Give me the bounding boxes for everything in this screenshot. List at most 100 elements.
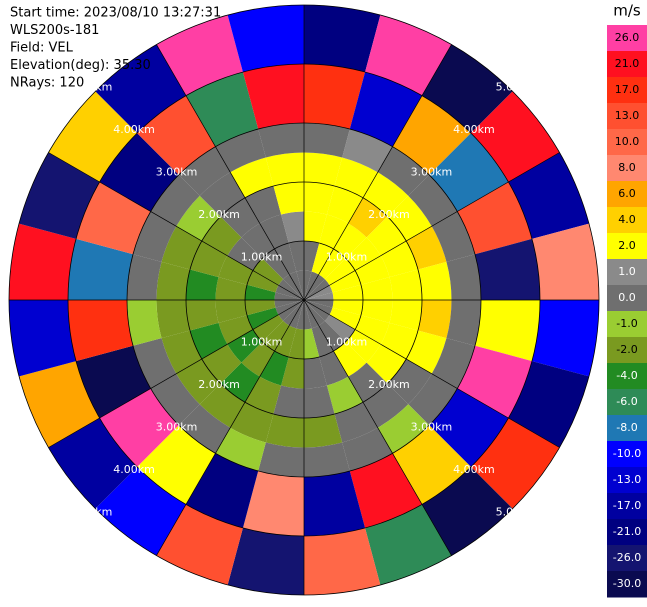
velocity-cell bbox=[76, 345, 151, 418]
ring-label: 3.00km bbox=[156, 420, 198, 433]
colorbar-label: 0.0 bbox=[618, 291, 636, 304]
velocity-cell bbox=[304, 328, 320, 359]
velocity-cell bbox=[389, 300, 422, 331]
velocity-cell bbox=[365, 504, 452, 585]
velocity-cell bbox=[218, 255, 253, 285]
colorbar-band bbox=[607, 337, 647, 364]
velocity-cell bbox=[48, 91, 138, 182]
spoke bbox=[48, 299, 305, 448]
colorbar-label: 1.0 bbox=[618, 265, 636, 278]
velocity-cell bbox=[241, 223, 275, 259]
velocity-cell bbox=[245, 376, 282, 414]
velocity-cell bbox=[176, 195, 221, 241]
velocity-cell bbox=[288, 328, 304, 359]
velocity-cell bbox=[326, 186, 363, 224]
ring-label: 5.00km bbox=[496, 505, 538, 518]
velocity-cell bbox=[296, 300, 304, 330]
velocity-cell bbox=[387, 359, 432, 405]
field bbox=[9, 5, 599, 595]
velocity-cell bbox=[241, 341, 275, 377]
velocity-cell bbox=[127, 300, 162, 346]
velocity-cell bbox=[283, 274, 304, 300]
velocity-cell bbox=[274, 243, 297, 275]
velocity-cell bbox=[531, 223, 599, 300]
velocity-cell bbox=[304, 300, 312, 330]
velocity-cell bbox=[304, 123, 350, 158]
velocity-cell bbox=[345, 237, 381, 271]
velocity-cell bbox=[252, 314, 284, 342]
spoke bbox=[156, 299, 305, 556]
header-line: Start time: 2023/08/10 13:27:31 bbox=[10, 6, 221, 21]
velocity-cell bbox=[304, 274, 325, 300]
range-ring bbox=[185, 181, 423, 419]
velocity-cell bbox=[275, 300, 304, 315]
velocity-cell bbox=[304, 241, 320, 272]
velocity-cell bbox=[380, 241, 418, 278]
velocity-cell bbox=[137, 95, 216, 175]
ring-label: 2.00km bbox=[198, 208, 240, 221]
velocity-cell bbox=[457, 182, 532, 255]
velocity-cell bbox=[9, 223, 77, 300]
ring-label: 4.00km bbox=[453, 463, 495, 476]
velocity-cell bbox=[133, 338, 177, 389]
velocity-cell bbox=[215, 427, 266, 471]
velocity-cell bbox=[215, 300, 248, 323]
velocity-cell bbox=[446, 254, 481, 300]
velocity-cell bbox=[190, 322, 228, 359]
velocity-cell bbox=[508, 152, 589, 239]
velocity-cell bbox=[283, 300, 304, 326]
ring-label: 3.00km bbox=[411, 166, 453, 179]
velocity-cell bbox=[304, 300, 330, 321]
colorbar-band bbox=[607, 285, 647, 312]
velocity-cell bbox=[281, 211, 304, 244]
velocity-cell bbox=[304, 152, 343, 187]
velocity-cell bbox=[150, 174, 200, 227]
velocity-cell bbox=[161, 330, 202, 374]
velocity-cell bbox=[199, 172, 245, 217]
colorbar-label: 4.0 bbox=[618, 213, 636, 226]
colorbar-label: -6.0 bbox=[616, 395, 637, 408]
ring-label: 4.00km bbox=[453, 123, 495, 136]
colorbar-band bbox=[607, 467, 647, 494]
velocity-cell bbox=[363, 172, 409, 217]
colorbar-label: 17.0 bbox=[615, 83, 640, 96]
velocity-cell bbox=[68, 238, 134, 300]
velocity-cell bbox=[273, 385, 304, 418]
velocity-cell bbox=[247, 307, 279, 330]
velocity-cell bbox=[230, 402, 274, 443]
ring-label: 3.00km bbox=[156, 166, 198, 179]
velocity-cell bbox=[258, 123, 304, 158]
velocity-cell bbox=[273, 182, 304, 215]
velocity-cell bbox=[304, 270, 312, 300]
velocity-cell bbox=[156, 300, 191, 339]
velocity-cell bbox=[76, 182, 151, 255]
velocity-cell bbox=[178, 146, 231, 196]
velocity-cell bbox=[446, 300, 481, 346]
colorbar-label: 26.0 bbox=[615, 31, 640, 44]
velocity-cell bbox=[304, 211, 327, 244]
velocity-cell bbox=[319, 214, 349, 249]
velocity-cell bbox=[262, 248, 290, 280]
range-ring bbox=[67, 63, 541, 537]
velocity-cell bbox=[345, 329, 381, 363]
velocity-cell bbox=[380, 322, 418, 359]
colorbar-band bbox=[607, 545, 647, 572]
velocity-cell bbox=[431, 338, 475, 389]
velocity-cell bbox=[201, 344, 242, 384]
colorbar-band bbox=[607, 77, 647, 104]
ring-label: 2.00km bbox=[368, 378, 410, 391]
velocity-cell bbox=[156, 15, 243, 96]
velocity-cell bbox=[348, 362, 388, 403]
velocity-cell bbox=[349, 453, 422, 528]
ring-label: 4.00km bbox=[113, 123, 155, 136]
velocity-cell bbox=[508, 361, 589, 448]
colorbar-label: -17.0 bbox=[613, 499, 641, 512]
velocity-cell bbox=[324, 314, 356, 342]
velocity-cell bbox=[304, 356, 327, 389]
velocity-cell bbox=[19, 361, 100, 448]
colorbar-label: -1.0 bbox=[616, 317, 637, 330]
velocity-cell bbox=[387, 195, 432, 241]
colorbar-label: -8.0 bbox=[616, 421, 637, 434]
velocity-cell bbox=[329, 307, 361, 330]
velocity-cell bbox=[365, 15, 452, 96]
